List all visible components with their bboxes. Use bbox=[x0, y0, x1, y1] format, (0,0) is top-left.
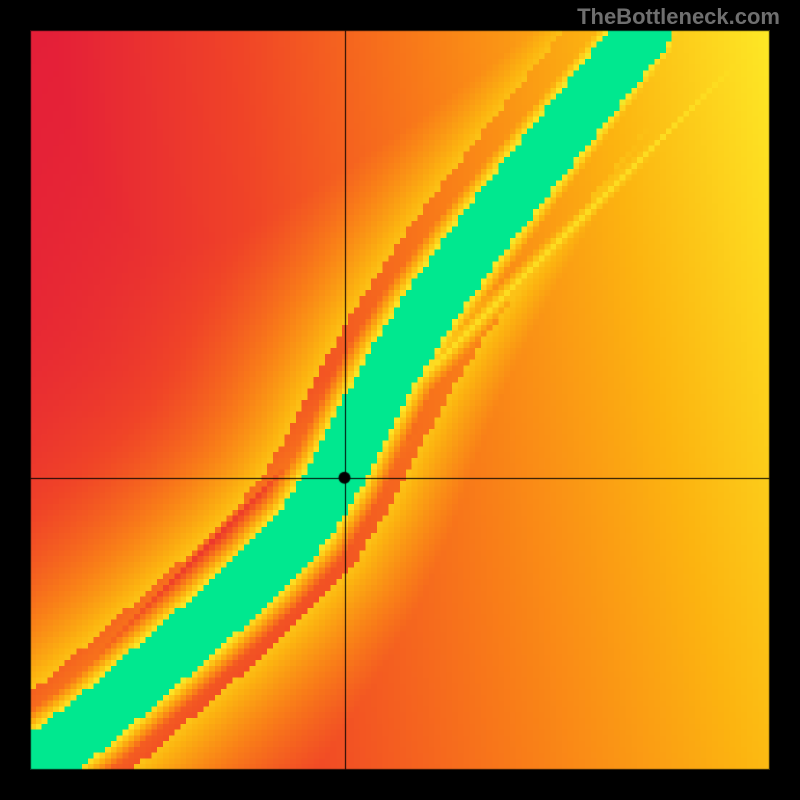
overlay-canvas bbox=[0, 0, 800, 800]
chart-container: TheBottleneck.com bbox=[0, 0, 800, 800]
